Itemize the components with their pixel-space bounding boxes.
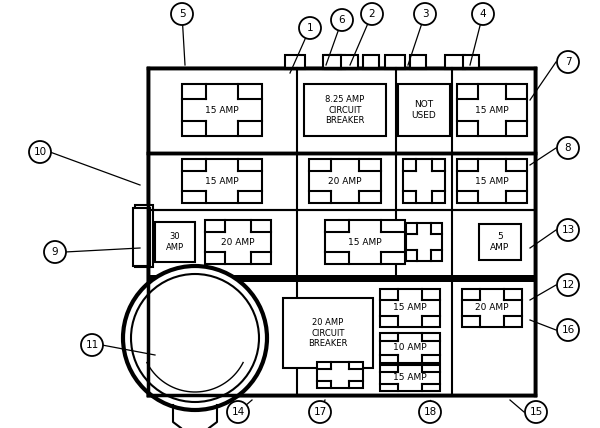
Circle shape [123,266,267,410]
Bar [309,159,381,203]
Circle shape [29,141,51,163]
Text: 1: 1 [307,23,313,33]
Circle shape [472,3,494,25]
Bar [462,289,522,327]
Circle shape [131,274,259,402]
Text: NOT
USED: NOT USED [412,100,436,120]
Text: 11: 11 [85,340,98,350]
Bar [410,55,426,69]
Bar [325,220,405,264]
Circle shape [414,3,436,25]
Bar [323,55,341,69]
Bar [380,289,440,327]
Circle shape [331,9,353,31]
Bar [338,55,358,69]
Bar [385,55,405,69]
Text: 12: 12 [562,280,575,290]
Circle shape [299,17,321,39]
Bar [463,55,479,69]
Bar [182,84,262,136]
Bar [317,362,363,388]
Text: 15 AMP: 15 AMP [475,176,509,185]
Bar [148,275,535,281]
Bar [406,223,442,261]
Circle shape [557,51,579,73]
Text: 16: 16 [562,325,575,335]
Bar [285,55,305,69]
Text: 20 AMP: 20 AMP [328,176,362,185]
Circle shape [44,241,66,263]
Bar [380,365,440,391]
Bar [135,205,153,267]
Text: 6: 6 [338,15,346,25]
Circle shape [557,137,579,159]
Circle shape [419,401,441,423]
Circle shape [557,274,579,296]
Text: 15 AMP: 15 AMP [393,374,427,383]
Text: 5: 5 [179,9,185,19]
Text: 5
AMP: 5 AMP [490,232,509,252]
Text: 20 AMP: 20 AMP [475,303,509,312]
Bar [457,84,527,136]
Bar [445,55,465,69]
Bar [133,208,150,266]
Bar [182,159,262,203]
Text: 13: 13 [562,225,575,235]
Text: 15 AMP: 15 AMP [348,238,382,247]
Bar [148,68,535,395]
Bar [325,55,345,69]
Text: 20 AMP
CIRCUIT
BREAKER: 20 AMP CIRCUIT BREAKER [308,318,347,348]
Text: 10: 10 [34,147,47,157]
Text: 8.25 AMP
CIRCUIT
BREAKER: 8.25 AMP CIRCUIT BREAKER [325,95,365,125]
Circle shape [309,401,331,423]
Text: 15 AMP: 15 AMP [205,105,239,115]
Text: 15 AMP: 15 AMP [475,105,509,115]
Bar [148,275,535,282]
Circle shape [171,3,193,25]
Bar [479,224,521,260]
Text: 10 AMP: 10 AMP [393,344,427,353]
Bar [380,333,440,363]
Bar [457,159,527,203]
Text: 2: 2 [368,9,376,19]
Text: 18: 18 [424,407,437,417]
Circle shape [525,401,547,423]
Circle shape [227,401,249,423]
Bar [148,68,535,395]
Text: 17: 17 [313,407,326,417]
Circle shape [361,3,383,25]
Text: 15: 15 [529,407,542,417]
Text: 15 AMP: 15 AMP [205,176,239,185]
Text: 3: 3 [422,9,428,19]
Bar [304,84,386,136]
Bar [398,84,450,136]
Bar [363,55,379,69]
Text: 8: 8 [565,143,571,153]
Bar [403,159,445,203]
Text: 30
AMP: 30 AMP [166,232,184,252]
Circle shape [557,319,579,341]
Text: 4: 4 [479,9,487,19]
Text: 15 AMP: 15 AMP [393,303,427,312]
Bar [283,298,373,368]
Text: 9: 9 [52,247,58,257]
Text: 7: 7 [565,57,571,67]
Bar [205,220,271,264]
Bar [155,222,195,262]
Circle shape [557,219,579,241]
Text: 14: 14 [232,407,245,417]
Text: 20 AMP: 20 AMP [221,238,255,247]
Circle shape [81,334,103,356]
